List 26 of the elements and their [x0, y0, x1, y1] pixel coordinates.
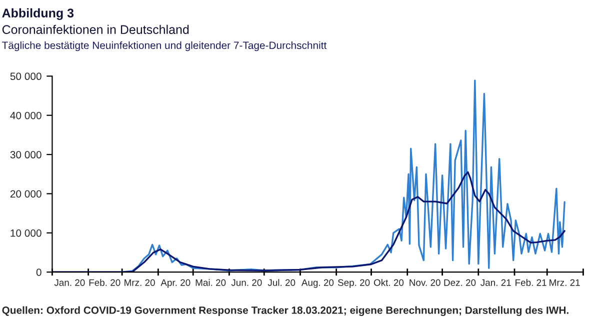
x-tick-label: Mrz. 20 — [124, 279, 155, 286]
line-series — [52, 171, 566, 272]
x-tick-label: Jan. 20 — [54, 279, 85, 286]
x-tick-label: Sep. 20 — [338, 279, 370, 288]
x-tick-label: Jan. 21 — [480, 279, 511, 286]
x-tick-label: Mrz. 21 — [550, 279, 580, 286]
x-tick-label: Apr. 20 — [160, 279, 190, 288]
x-tick-label: Nov. 20 — [410, 279, 440, 286]
y-tick-label: 50 000 — [10, 72, 42, 80]
x-tick-label: Feb. 20 — [89, 279, 120, 286]
source-note: Quellen: Oxford COVID-19 Government Response Tracker 18.03.2021; eigene Berechnungen; Darstellung des IWH. — [2, 306, 568, 316]
x-tick-label: Jun. 20 — [231, 279, 262, 286]
x-tick-label: Aug. 20 — [301, 279, 334, 288]
x-tick-label: Mai. 20 — [196, 279, 226, 286]
chart-title: Abbildung 3 — [2, 8, 74, 20]
y-tick-label: 0 — [36, 268, 42, 276]
y-tick-label: 10 000 — [10, 229, 42, 237]
y-tick-label: 20 000 — [10, 190, 42, 198]
y-tick-label: 40 000 — [10, 112, 42, 120]
text: Tägliche bestätigte Neuinfektionen und gleitender 7-Tage-Durchschnitt — [2, 41, 327, 52]
y-tick-label: 30 000 — [10, 151, 42, 158]
x-tick-label: Feb. 21 — [516, 279, 546, 286]
chart-subtitle: Coronainfektionen in Deutschland — [2, 24, 189, 34]
x-tick-label: Jul. 20 — [268, 279, 296, 286]
x-tick-label: Dez. 20 — [444, 279, 476, 286]
x-tick-label: Okt. 20 — [374, 279, 404, 286]
